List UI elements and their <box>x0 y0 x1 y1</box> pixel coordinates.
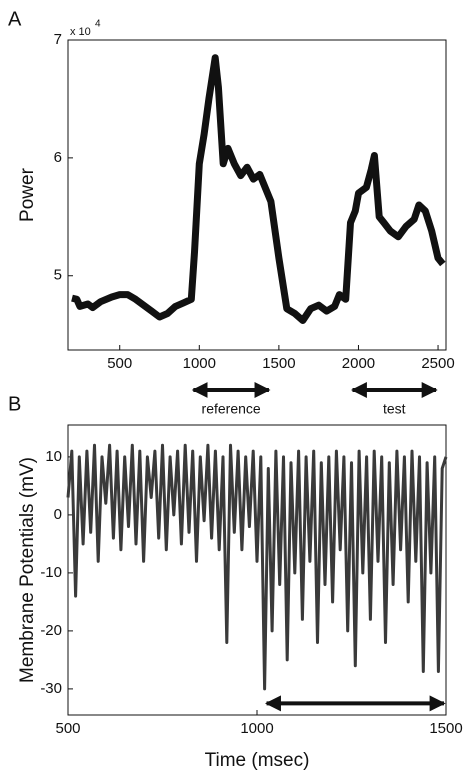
x-tick-label: 500 <box>55 720 80 737</box>
x-tick-label: 1500 <box>262 355 295 372</box>
panel-label: A <box>8 8 22 30</box>
x-tick-label: 1000 <box>183 355 216 372</box>
y-tick-label: 7 <box>54 31 62 48</box>
x-tick-label: 2500 <box>421 355 454 372</box>
x-axis-label: Time (msec) <box>205 750 310 771</box>
y-axis-label: Power <box>17 167 38 222</box>
x-tick-label: 1500 <box>429 720 462 737</box>
panel-label: B <box>8 393 21 415</box>
data-line <box>66 443 448 691</box>
axes-frame <box>67 39 447 351</box>
y-tick-label: -10 <box>40 564 62 581</box>
y-axis-label: Membrane Potentials (mV) <box>17 457 38 683</box>
span-label: test <box>383 401 406 417</box>
x-tick-label: 2000 <box>342 355 375 372</box>
x-tick-label: 500 <box>107 355 132 372</box>
y-tick-label: 10 <box>45 448 62 465</box>
x-tick-label: 1000 <box>240 720 273 737</box>
y-tick-label: 0 <box>54 506 62 523</box>
y-tick-label: -20 <box>40 622 62 639</box>
axis-multiplier-exponent: 4 <box>95 19 101 30</box>
y-tick-label: -30 <box>40 680 62 697</box>
span-label: reference <box>202 401 261 417</box>
y-tick-label: 5 <box>54 267 62 284</box>
data-line <box>71 54 446 324</box>
axis-multiplier: x 10 <box>70 26 91 38</box>
y-tick-label: 6 <box>54 149 62 166</box>
